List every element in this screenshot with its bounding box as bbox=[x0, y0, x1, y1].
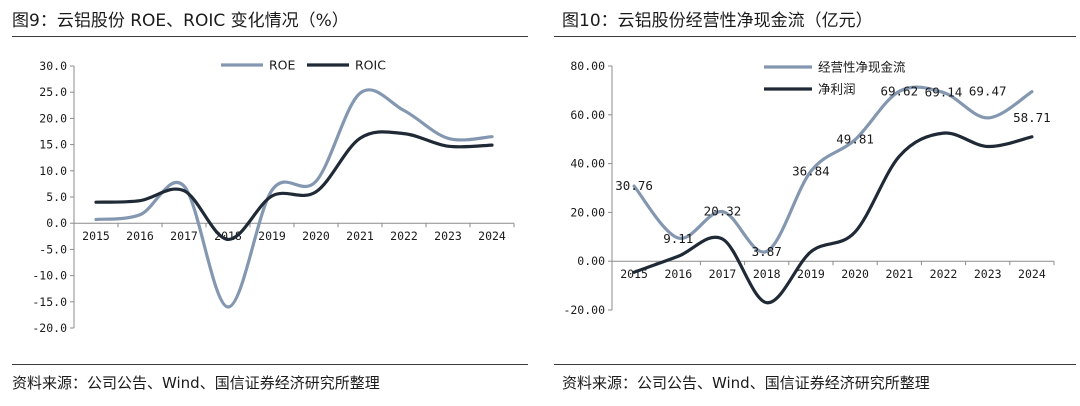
y-tick-label: -10.0 bbox=[32, 269, 67, 283]
data-point bbox=[765, 301, 768, 304]
y-tick-label: 60.00 bbox=[570, 108, 605, 122]
data-point bbox=[94, 218, 97, 221]
data-label: 58.71 bbox=[1013, 110, 1051, 125]
y-tick-label: -20.00 bbox=[563, 303, 605, 317]
y-tick-label: 10.0 bbox=[39, 164, 67, 178]
series-line-ROIC bbox=[94, 130, 494, 241]
series-line-ROE bbox=[94, 88, 494, 309]
y-tick-label: 40.00 bbox=[570, 157, 605, 171]
data-point bbox=[402, 132, 405, 135]
title-rule bbox=[554, 36, 1076, 37]
x-tick-label: 2022 bbox=[930, 267, 958, 281]
x-tick-label: 2024 bbox=[478, 229, 506, 243]
y-tick-label: 80.00 bbox=[570, 59, 605, 73]
x-tick-label: 2016 bbox=[126, 229, 154, 243]
legend-label: ROIC bbox=[355, 58, 386, 73]
x-tick-label: 2019 bbox=[258, 229, 286, 243]
x-tick-label: 2016 bbox=[664, 267, 692, 281]
data-label: 69.47 bbox=[969, 84, 1007, 99]
chart-title: 图9：云铝股份 ROE、ROIC 变化情况（%） bbox=[12, 11, 349, 31]
y-tick-label: -15.0 bbox=[32, 295, 67, 309]
data-point bbox=[314, 180, 317, 183]
x-tick-label: 2015 bbox=[82, 229, 110, 243]
data-point bbox=[358, 137, 361, 140]
data-point bbox=[314, 190, 317, 193]
data-point bbox=[809, 250, 812, 253]
data-point bbox=[182, 184, 185, 187]
legend-label: 经营性净现金流 bbox=[818, 60, 906, 75]
chart-panel-cashflow: 图10：云铝股份经营性净现金流（亿元） -20.00 0.00 20.00 40.00… bbox=[550, 0, 1080, 406]
data-point bbox=[986, 116, 989, 119]
x-tick-label: 2021 bbox=[346, 229, 374, 243]
x-tick-label: 2024 bbox=[1018, 267, 1046, 281]
x-tick-label: 2021 bbox=[885, 267, 913, 281]
y-tick-label: -20.0 bbox=[32, 321, 67, 335]
data-point bbox=[677, 255, 680, 258]
title-rule bbox=[12, 36, 528, 37]
data-point bbox=[633, 271, 636, 274]
data-label: 49.81 bbox=[836, 132, 874, 147]
y-tick-label: 25.0 bbox=[39, 85, 67, 99]
x-tick-label: 2022 bbox=[390, 229, 418, 243]
data-point bbox=[1030, 90, 1033, 93]
data-label: 69.14 bbox=[925, 84, 963, 99]
data-point bbox=[854, 230, 857, 233]
x-tick-label: 2017 bbox=[170, 229, 198, 243]
data-point bbox=[986, 145, 989, 148]
data-point bbox=[358, 92, 361, 95]
y-tick-label: 5.0 bbox=[46, 190, 67, 204]
series-line-经营性净现金流 bbox=[632, 85, 1034, 254]
source-note: 资料来源：公司公告、Wind、国信证券经济研究所整理 bbox=[562, 374, 930, 392]
data-point bbox=[138, 213, 141, 216]
data-point bbox=[138, 199, 141, 202]
x-tick-label: 2017 bbox=[709, 267, 737, 281]
x-tick-label: 2020 bbox=[302, 229, 330, 243]
x-tick-label: 2018 bbox=[753, 267, 781, 281]
chart-panel-roe-roic: 图9：云铝股份 ROE、ROIC 变化情况（%） -20.0 -15.0 -10.0… bbox=[0, 0, 530, 406]
data-point bbox=[94, 201, 97, 204]
data-point bbox=[1030, 135, 1033, 138]
data-point bbox=[446, 145, 449, 148]
data-point bbox=[898, 155, 901, 158]
data-point bbox=[490, 144, 493, 147]
y-tick-label: 15.0 bbox=[39, 138, 67, 152]
series-line-净利润 bbox=[632, 131, 1034, 305]
x-tick-label: 2019 bbox=[797, 267, 825, 281]
y-tick-label: 20.0 bbox=[39, 111, 67, 125]
data-label: 9.11 bbox=[663, 231, 693, 246]
y-tick-label: 20.00 bbox=[570, 205, 605, 219]
y-tick-label: 0.00 bbox=[577, 254, 605, 268]
x-tick-label: 2023 bbox=[434, 229, 462, 243]
y-tick-label: -5.0 bbox=[39, 242, 67, 256]
x-tick-label: 2020 bbox=[841, 267, 869, 281]
y-tick-label: 0.0 bbox=[46, 216, 67, 230]
source-rule bbox=[554, 364, 1076, 365]
data-label: 30.76 bbox=[615, 178, 653, 193]
legend-label: ROE bbox=[269, 58, 296, 73]
data-point bbox=[942, 132, 945, 135]
data-point bbox=[226, 305, 229, 308]
data-point bbox=[270, 194, 273, 197]
x-tick-label: 2018 bbox=[214, 229, 242, 243]
roe-roic-line-chart: -20.0 -15.0 -10.0 -5.0 0.0 5.0 10.0 15.0 20.0 25.… bbox=[32, 58, 515, 335]
data-point bbox=[402, 109, 405, 112]
data-point bbox=[721, 237, 724, 240]
data-point bbox=[490, 135, 493, 138]
data-point bbox=[446, 137, 449, 140]
y-tick-label: 30.0 bbox=[39, 59, 67, 73]
chart-title: 图10：云铝股份经营性净现金流（亿元） bbox=[562, 11, 873, 31]
data-label: 3.87 bbox=[752, 244, 782, 259]
data-label: 36.84 bbox=[792, 163, 830, 178]
data-label: 69.62 bbox=[880, 83, 918, 98]
data-label: 20.32 bbox=[704, 204, 742, 219]
x-tick-label: 2023 bbox=[974, 267, 1002, 281]
data-point bbox=[182, 189, 185, 192]
legend-label: 净利润 bbox=[818, 82, 856, 97]
source-rule bbox=[12, 364, 528, 365]
data-point bbox=[226, 238, 229, 241]
source-note: 资料来源：公司公告、Wind、国信证券经济研究所整理 bbox=[12, 374, 380, 392]
data-point bbox=[270, 189, 273, 192]
